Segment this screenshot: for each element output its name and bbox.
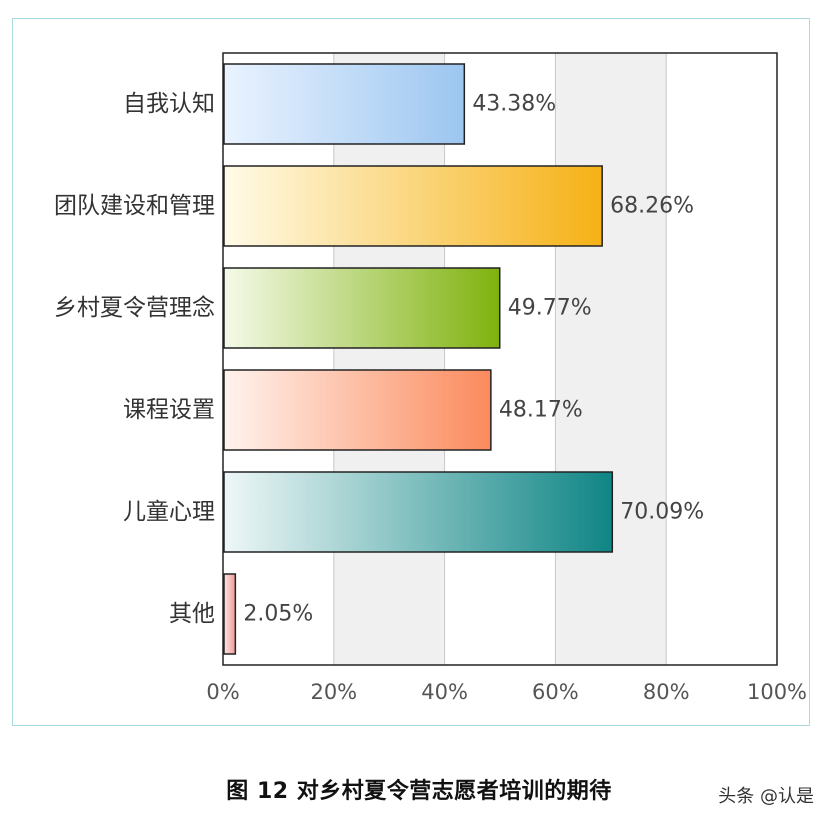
grid-bands: [223, 53, 777, 665]
x-tick-label: 0%: [206, 680, 239, 704]
bar-group: [223, 63, 614, 655]
category-label: 团队建设和管理: [54, 193, 215, 219]
bar: [223, 369, 492, 451]
x-tick-label: 60%: [532, 680, 579, 704]
bar: [223, 573, 237, 655]
bar: [223, 63, 466, 145]
grid-band: [444, 53, 556, 665]
grid-lines: [333, 53, 667, 665]
grid-band: [223, 53, 334, 665]
data-label: 43.38%: [472, 92, 556, 117]
x-tick-label: 80%: [643, 680, 690, 704]
category-label: 乡村夏令营理念: [54, 295, 215, 321]
figure-caption: 图 12 对乡村夏令营志愿者培训的期待: [226, 779, 612, 804]
bar: [223, 267, 501, 349]
x-tick-label: 40%: [421, 680, 468, 704]
data-label: 70.09%: [620, 500, 704, 525]
category-label: 其他: [169, 601, 215, 627]
plot-border: [222, 52, 778, 666]
value-labels: 43.38% 68.26% 49.77% 48.17% 70.09% 2.05%: [243, 92, 704, 627]
category-label: 课程设置: [123, 397, 215, 423]
data-label: 49.77%: [508, 296, 592, 321]
watermark-text: 头条 @认是: [718, 786, 814, 807]
data-label: 68.26%: [610, 194, 694, 219]
bar: [223, 471, 614, 553]
chart-frame: 自我认知团队建设和管理 乡村夏令营理念课程设置儿童心理其他 43.38% 68.26…: [12, 18, 810, 726]
bar: [223, 165, 603, 247]
category-label: 自我认知: [123, 91, 215, 117]
grid-band: [555, 53, 667, 665]
category-label: 儿童心理: [123, 499, 215, 525]
x-tick-labels: 0% 20% 40% 60% 80% 100%: [206, 680, 807, 704]
grid-band: [666, 53, 777, 665]
x-tick-label: 100%: [747, 680, 807, 704]
data-label: 48.17%: [499, 398, 583, 423]
x-tick-label: 20%: [310, 680, 357, 704]
grid-band: [333, 53, 445, 665]
data-label: 2.05%: [243, 602, 313, 627]
